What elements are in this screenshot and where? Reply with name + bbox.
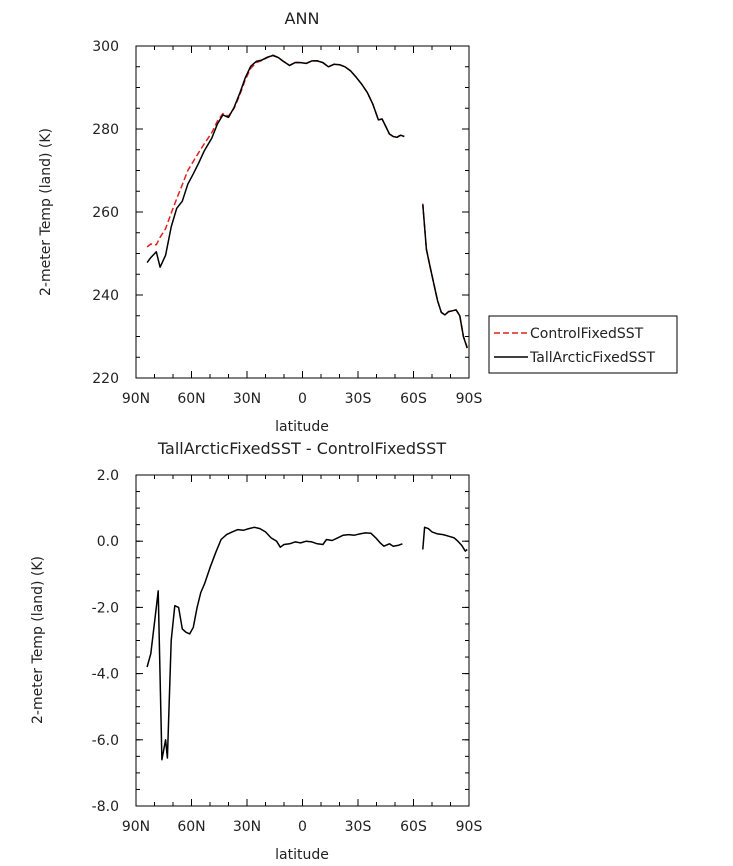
top-y-tick-label: 300 [92, 39, 119, 55]
top-series-line-controlfixedsst [146, 54, 405, 248]
top-x-tick-label: 90S [456, 391, 483, 407]
bottom-x-tick-label: 90S [456, 819, 483, 835]
bottom-series-lines [146, 526, 468, 761]
bottom-x-tick-label: 90N [122, 819, 150, 835]
top-y-tick-label: 260 [92, 205, 119, 221]
top-series-line-controlfixedsst [422, 203, 468, 348]
top-x-tick-label: 60N [177, 391, 205, 407]
top-chart-title: ANN [285, 9, 320, 28]
top-x-axis-label: latitude [275, 419, 329, 435]
bottom-x-tick-label: 30S [345, 819, 372, 835]
top-panel: ANN 90N 60N 30N 0 30S 60S 90S 220 240 260 280 300 l… [38, 9, 482, 435]
bottom-panel: TallArcticFixedSST - ControlFixedSST 90N… [30, 439, 482, 863]
bottom-x-tick-label: 60S [400, 819, 427, 835]
top-series-line-tallarcticfixedsst [146, 54, 405, 268]
top-x-tick-label: 60S [400, 391, 427, 407]
bottom-y-tick-label: -8.0 [92, 799, 119, 815]
bottom-axis-ticks: 90N 60N 30N 0 30S 60S 90S -8.0 -6.0 -4.0 -2.0 0.0 2.… [92, 468, 483, 835]
bottom-y-tick-label: -4.0 [92, 667, 119, 683]
top-y-axis-label: 2-meter Temp (land) (K) [38, 128, 54, 296]
bottom-plot-frame [135, 474, 470, 807]
bottom-y-tick-label: -6.0 [92, 733, 119, 749]
bottom-x-tick-label: 0 [298, 819, 307, 835]
bottom-x-tick-label: 60N [177, 819, 205, 835]
top-x-tick-label: 30S [345, 391, 372, 407]
top-axis-ticks: 90N 60N 30N 0 30S 60S 90S 220 240 260 280 300 [92, 39, 482, 407]
bottom-y-axis-label: 2-meter Temp (land) (K) [30, 556, 46, 724]
top-x-tick-label: 0 [298, 391, 307, 407]
top-x-tick-label: 30N [233, 391, 261, 407]
bottom-x-axis-label: latitude [275, 847, 329, 863]
legend-label-tallarctic: TallArcticFixedSST [529, 350, 655, 366]
top-x-tick-label: 90N [122, 391, 150, 407]
top-y-tick-label: 240 [92, 288, 119, 304]
legend: ControlFixedSST TallArcticFixedSST [488, 315, 678, 374]
bottom-y-tick-label: 2.0 [97, 468, 119, 484]
top-series-lines [146, 54, 468, 349]
top-series-line-tallarcticfixedsst [422, 204, 468, 349]
top-y-tick-label: 280 [92, 122, 119, 138]
bottom-chart-title: TallArcticFixedSST - ControlFixedSST [157, 439, 446, 458]
legend-label-control: ControlFixedSST [530, 326, 644, 342]
legend-box [488, 315, 678, 374]
bottom-y-tick-label: 0.0 [97, 534, 119, 550]
bottom-series-line-difference [422, 526, 468, 552]
top-plot-frame [135, 45, 470, 379]
top-y-tick-label: 220 [92, 371, 119, 387]
bottom-x-tick-label: 30N [233, 819, 261, 835]
bottom-y-tick-label: -2.0 [92, 600, 119, 616]
bottom-series-line-difference [146, 526, 403, 761]
